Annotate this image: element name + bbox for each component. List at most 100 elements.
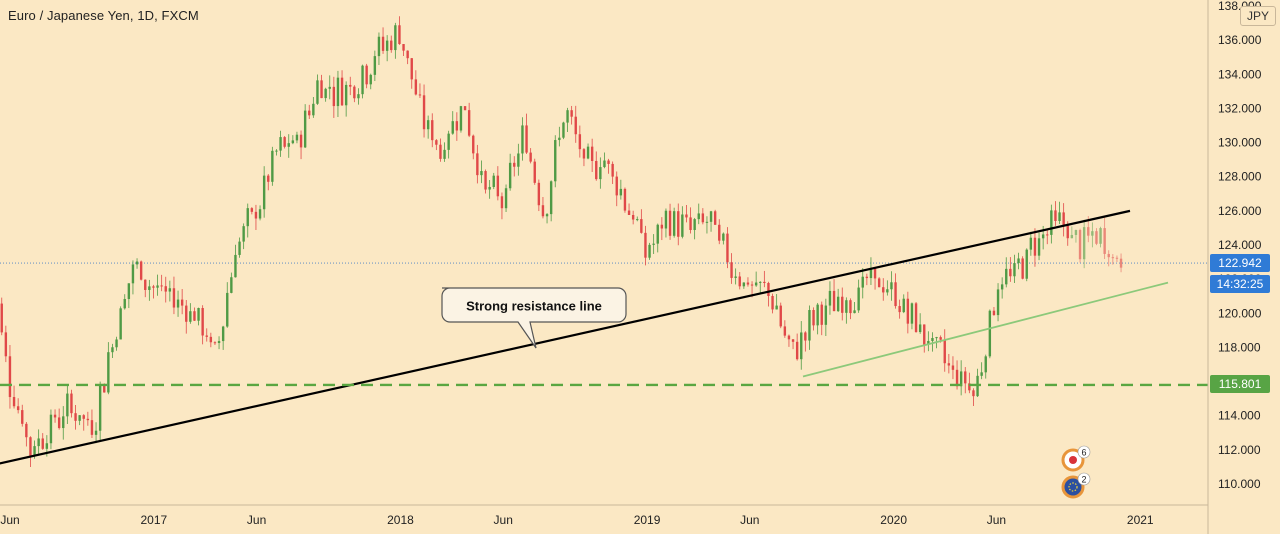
channel-line[interactable] (802, 281, 1169, 378)
candle (324, 87, 327, 102)
candle (804, 331, 807, 352)
candle (271, 146, 274, 186)
candle (718, 219, 721, 245)
candle (398, 16, 401, 45)
candle (627, 203, 631, 216)
countdown-text: 14:32:25 (1217, 277, 1264, 291)
candle (299, 130, 303, 160)
candle (41, 433, 44, 450)
candle (1025, 248, 1028, 282)
y-tick-label: 126.000 (1218, 204, 1262, 218)
candle (636, 216, 639, 222)
candle (1091, 222, 1094, 248)
candle (947, 353, 951, 374)
candle (791, 338, 795, 350)
callout-text: Strong resistance line (466, 298, 602, 313)
x-tick-label: 2018 (387, 513, 414, 527)
candle (107, 342, 110, 395)
x-tick-label: Jun (247, 513, 266, 527)
candle (463, 105, 467, 111)
candle (869, 257, 873, 286)
candle (320, 74, 323, 99)
support-level-text: 115.801 (1219, 377, 1262, 391)
candle (25, 421, 28, 447)
x-tick-label: 2021 (1127, 513, 1154, 527)
candle (996, 283, 1000, 322)
candle (98, 381, 102, 441)
candle (254, 204, 258, 231)
candle (66, 384, 69, 424)
candle (619, 179, 623, 200)
candle (1017, 252, 1020, 270)
candle (172, 276, 176, 315)
candle (607, 158, 610, 174)
candle (123, 294, 126, 310)
candle (0, 297, 3, 336)
candle (328, 75, 331, 100)
candle (308, 104, 311, 120)
candle (800, 321, 803, 370)
candle (631, 210, 635, 225)
event-badge-eu[interactable]: 2 (1061, 472, 1091, 499)
candle (918, 313, 922, 334)
candle (144, 279, 147, 298)
candle (722, 232, 725, 245)
candle (1070, 226, 1074, 239)
y-tick-label: 136.000 (1218, 33, 1262, 47)
resistance-callout[interactable]: Strong resistance line (441, 287, 627, 349)
event-badge-japan[interactable]: 6 (1061, 445, 1091, 472)
candle (525, 113, 528, 154)
candle (500, 192, 504, 220)
candle (12, 385, 16, 409)
candle (37, 429, 40, 454)
y-tick-label: 128.000 (1218, 170, 1262, 184)
candle (898, 299, 901, 319)
candle (877, 277, 881, 288)
candle (685, 204, 688, 223)
candle (988, 309, 992, 359)
resistance-line[interactable] (0, 209, 1131, 465)
candle (857, 279, 860, 313)
candle (677, 203, 680, 246)
candle (185, 300, 188, 334)
candle (435, 139, 438, 151)
candle (820, 301, 823, 336)
candle (767, 281, 770, 307)
candle (574, 105, 577, 143)
candle (697, 203, 700, 225)
candle (586, 143, 590, 160)
candle (738, 272, 741, 290)
candle (193, 307, 196, 321)
candle (730, 253, 733, 284)
candle (836, 288, 840, 312)
candle (746, 277, 750, 287)
candle (217, 336, 221, 350)
candle (681, 206, 684, 239)
candle (984, 354, 987, 379)
candle (381, 27, 385, 54)
candle (332, 76, 336, 118)
candle (537, 179, 541, 212)
candle (1050, 204, 1053, 244)
candle (705, 216, 709, 234)
candle (812, 307, 815, 331)
candle (1099, 226, 1102, 248)
candle (865, 273, 869, 286)
x-tick-label: Jun (987, 513, 1006, 527)
candle (1095, 228, 1098, 246)
last-price-label: 122.942 (1210, 254, 1270, 272)
candle (16, 398, 20, 414)
currency-button[interactable]: JPY (1239, 6, 1276, 26)
chart-title: Euro / Japanese Yen, 1D, FXCM (8, 8, 199, 23)
candle (693, 217, 696, 240)
candle (279, 130, 282, 157)
candle (709, 210, 713, 232)
candle (992, 306, 996, 316)
candle (115, 336, 118, 351)
candle (1082, 219, 1086, 269)
candle (8, 345, 12, 409)
candle (234, 244, 237, 278)
candle (111, 343, 114, 359)
candle (664, 208, 668, 238)
